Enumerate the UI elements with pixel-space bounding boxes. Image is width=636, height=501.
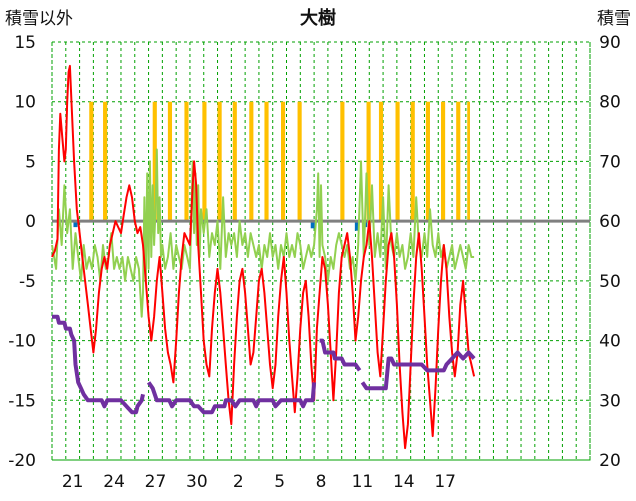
left-tick-label: 0	[25, 212, 36, 232]
chart-title: 大樹	[300, 7, 336, 29]
x-tick-label: 30	[186, 472, 208, 492]
right-tick-label: 30	[599, 391, 621, 411]
left-tick-label: 15	[14, 33, 36, 53]
snow-depth-line	[52, 314, 145, 415]
x-axis-ticks: 21 24 27 30 2 5 8 11 14 17	[62, 472, 456, 492]
snow-depth-line	[360, 350, 476, 391]
left-tick-label: 5	[25, 152, 36, 172]
x-tick-label: 14	[393, 472, 415, 492]
sunshine-bar	[410, 101, 415, 222]
left-tick-label: -10	[8, 332, 36, 352]
right-tick-label: 40	[599, 332, 621, 352]
left-axis-ticks: 15 10 5 0 -5 -10 -15 -20	[8, 33, 36, 471]
sunshine-bars	[89, 101, 470, 222]
sunshine-bar	[103, 101, 108, 222]
sunshine-bar	[232, 101, 237, 222]
temperature-series	[51, 64, 476, 450]
temperature-line	[51, 64, 476, 450]
x-tick-label: 5	[274, 472, 285, 492]
right-axis-title: 積雪	[597, 9, 631, 29]
grid	[51, 41, 591, 461]
sunshine-bar	[167, 101, 173, 222]
right-tick-label: 70	[599, 152, 621, 172]
left-tick-label: -20	[8, 451, 36, 471]
plot-frame	[51, 41, 591, 461]
sunshine-bar	[378, 101, 384, 222]
left-tick-label: -15	[8, 391, 36, 411]
sunshine-bar	[249, 101, 254, 222]
sunshine-bar	[395, 101, 400, 222]
right-tick-label: 50	[599, 272, 621, 292]
left-axis-title: 積雪以外	[5, 9, 73, 29]
right-tick-label: 90	[599, 33, 621, 53]
sunshine-bar	[456, 101, 461, 222]
right-axis-ticks: 90 80 70 60 50 40 30 20	[599, 33, 621, 471]
precipitation-bar	[310, 221, 315, 229]
wind-series	[51, 148, 475, 318]
x-tick-label: 17	[434, 472, 456, 492]
sunshine-bar	[280, 101, 286, 222]
x-tick-label: 11	[352, 472, 374, 492]
precipitation-bar	[73, 221, 78, 228]
x-tick-label: 27	[145, 472, 167, 492]
wind-line	[51, 148, 475, 318]
sunshine-bar	[217, 101, 222, 222]
right-tick-label: 20	[599, 451, 621, 471]
left-tick-label: -5	[19, 272, 36, 292]
sunshine-bar	[89, 101, 94, 222]
sunshine-bar	[425, 101, 430, 222]
sunshine-bar	[202, 101, 207, 222]
sunshine-bar	[264, 101, 269, 222]
snow-depth-series	[52, 314, 476, 415]
x-tick-label: 21	[62, 472, 84, 492]
sunshine-bar	[152, 101, 157, 222]
sunshine-bar	[366, 101, 371, 222]
sunshine-bar	[340, 101, 345, 222]
precipitation-bar	[354, 221, 359, 231]
x-tick-label: 8	[316, 472, 327, 492]
right-tick-label: 60	[599, 212, 621, 232]
sunshine-bar	[184, 101, 189, 222]
left-tick-label: 10	[14, 93, 36, 113]
sunshine-bar	[297, 101, 302, 222]
snow-depth-line	[319, 338, 362, 372]
x-tick-label: 2	[233, 472, 244, 492]
right-tick-label: 80	[599, 93, 621, 113]
x-tick-label: 24	[103, 472, 125, 492]
sunshine-bar	[441, 101, 446, 222]
sunshine-bar	[467, 101, 470, 222]
snow-depth-line	[146, 381, 317, 415]
